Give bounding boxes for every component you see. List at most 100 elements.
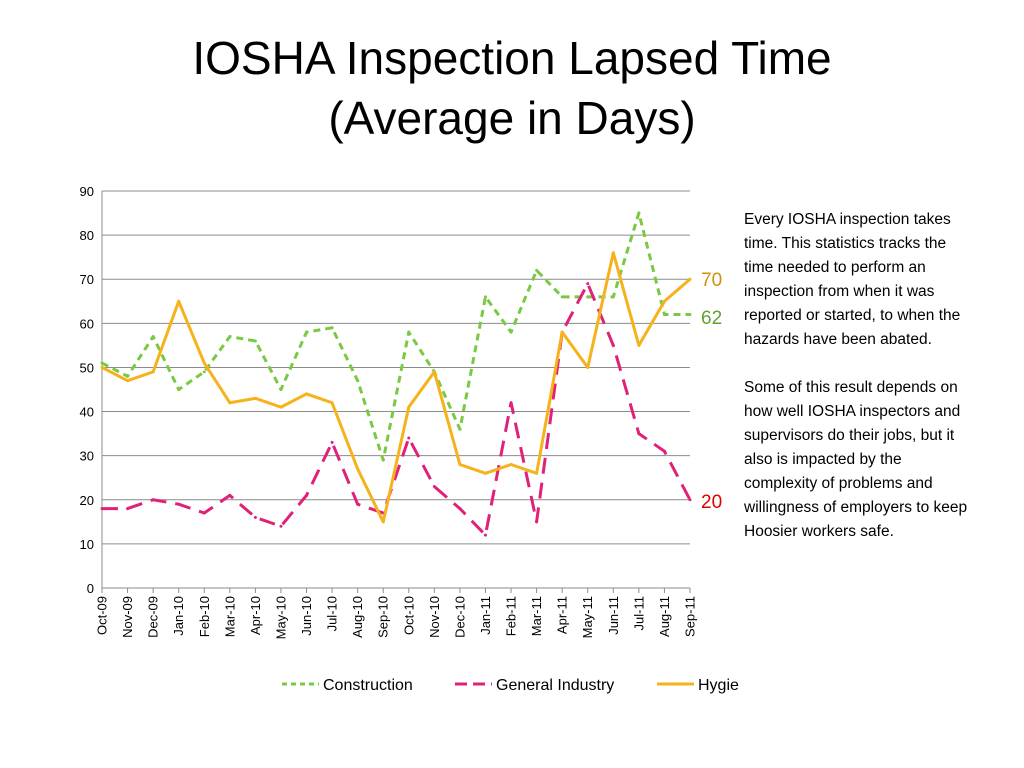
data-point-general-industry xyxy=(637,432,641,436)
x-tick-label: Sep-11 xyxy=(683,596,698,637)
data-point-general-industry xyxy=(535,520,539,524)
data-point-hygiene xyxy=(688,277,692,281)
note-paragraph-2: Some of this result depends on how well … xyxy=(744,379,968,540)
data-point-construction xyxy=(228,335,232,339)
data-point-construction xyxy=(305,330,309,334)
end-label-construction: 62 xyxy=(701,308,722,329)
data-point-general-industry xyxy=(483,533,487,537)
data-point-construction xyxy=(458,427,462,431)
data-point-construction xyxy=(356,379,360,383)
title-line-1: IOSHA Inspection Lapsed Time xyxy=(192,32,832,84)
data-point-hygiene xyxy=(611,251,615,255)
data-point-general-industry xyxy=(202,511,206,515)
data-point-hygiene xyxy=(432,370,436,374)
x-tick-label: Dec-09 xyxy=(146,596,161,638)
chart-legend: Construction General Industry Hygiene xyxy=(282,677,740,694)
data-point-construction xyxy=(586,295,590,299)
data-point-construction xyxy=(637,211,641,215)
data-point-hygiene xyxy=(177,299,181,303)
data-point-construction xyxy=(560,295,564,299)
data-point-hygiene xyxy=(100,365,104,369)
chart-gridlines xyxy=(102,190,690,545)
x-tick-label: May-10 xyxy=(273,596,288,639)
data-point-hygiene xyxy=(637,343,641,347)
data-point-hygiene xyxy=(560,330,564,334)
data-point-hygiene xyxy=(126,379,130,383)
y-tick-label: 80 xyxy=(80,228,94,243)
end-labels: 70 62 20 xyxy=(701,270,722,513)
data-point-general-industry xyxy=(662,449,666,453)
legend-label-construction: Construction xyxy=(323,677,413,694)
data-point-construction xyxy=(688,313,692,317)
data-point-general-industry xyxy=(126,507,130,511)
end-label-hygiene: 70 xyxy=(701,270,722,291)
x-tick-label: Oct-10 xyxy=(401,596,416,635)
data-point-construction xyxy=(279,388,283,391)
data-point-construction xyxy=(535,268,539,272)
x-tick-label: Aug-11 xyxy=(657,596,672,637)
data-point-general-industry xyxy=(228,493,232,497)
x-tick-label: Sep-10 xyxy=(376,596,391,638)
data-point-general-industry xyxy=(279,524,283,528)
data-point-hygiene xyxy=(535,471,539,475)
explanation-note: Every IOSHA inspection takes time. This … xyxy=(744,208,974,568)
line-chart: 0 10 20 30 40 50 60 70 80 90 Oct-09 Nov-09 Dec-09 Jan… xyxy=(80,184,740,694)
data-point-construction xyxy=(611,295,615,299)
data-point-general-industry xyxy=(611,343,615,347)
data-point-hygiene xyxy=(407,405,411,409)
x-tick-label: Feb-11 xyxy=(504,596,519,636)
y-tick-label: 90 xyxy=(80,184,94,199)
data-point-construction xyxy=(253,339,257,343)
x-tick-label: May-11 xyxy=(580,596,595,638)
data-point-hygiene xyxy=(330,401,334,405)
x-tick-label: Dec-10 xyxy=(452,596,467,638)
data-point-construction xyxy=(330,326,334,330)
data-point-construction xyxy=(407,330,411,334)
x-tick-label: Nov-09 xyxy=(120,596,135,638)
series-line-construction xyxy=(101,211,690,462)
data-point-general-industry xyxy=(100,507,104,511)
data-point-general-industry xyxy=(177,502,181,506)
x-tick-label: Oct-09 xyxy=(95,596,110,635)
x-tick-label: Mar-11 xyxy=(529,596,544,636)
x-tick-label: Jun-10 xyxy=(299,596,314,636)
x-tick-label: Apr-11 xyxy=(555,596,570,634)
x-tick-label: Nov-10 xyxy=(427,596,442,638)
data-point-general-industry xyxy=(509,401,513,405)
data-point-general-industry xyxy=(305,493,309,497)
chart-axes: 0 10 20 30 40 50 60 70 80 90 Oct-09 Nov-09 Dec-09 Jan… xyxy=(80,184,698,639)
data-point-general-industry xyxy=(253,515,257,519)
y-tick-label: 0 xyxy=(87,581,94,596)
x-tick-label: Feb-10 xyxy=(197,596,212,637)
data-point-hygiene xyxy=(356,467,360,471)
x-tick-label: Jul-11 xyxy=(631,596,646,630)
data-point-general-industry xyxy=(688,498,692,502)
data-point-construction xyxy=(381,458,385,462)
data-point-general-industry xyxy=(356,502,360,506)
y-tick-label: 60 xyxy=(80,316,94,331)
data-point-hygiene xyxy=(381,520,385,524)
data-point-hygiene xyxy=(228,401,232,405)
data-point-hygiene xyxy=(662,299,666,303)
title-line-2: (Average in Days) xyxy=(328,92,696,144)
data-point-hygiene xyxy=(305,392,309,396)
chart-series xyxy=(100,211,692,537)
page-title: IOSHA Inspection Lapsed Time (Average in… xyxy=(0,28,1024,148)
end-label-general-industry: 20 xyxy=(701,492,722,513)
data-point-construction xyxy=(177,388,181,391)
data-point-hygiene xyxy=(151,370,155,374)
data-point-hygiene xyxy=(586,365,590,369)
x-tick-label: Aug-10 xyxy=(350,596,365,638)
y-tick-label: 40 xyxy=(80,405,94,420)
x-tick-label: Mar-10 xyxy=(222,596,237,637)
x-tick-label: Jan-10 xyxy=(171,596,186,636)
x-tick-label: Jan-11 xyxy=(478,596,493,635)
y-tick-label: 70 xyxy=(80,272,94,287)
data-point-construction xyxy=(126,374,130,378)
legend-label-hygiene: Hygiene xyxy=(698,677,740,694)
x-tick-label: Jul-10 xyxy=(325,596,340,631)
data-point-construction xyxy=(509,330,513,334)
data-point-general-industry xyxy=(586,282,590,286)
data-point-construction xyxy=(662,313,666,317)
data-point-hygiene xyxy=(458,462,462,466)
